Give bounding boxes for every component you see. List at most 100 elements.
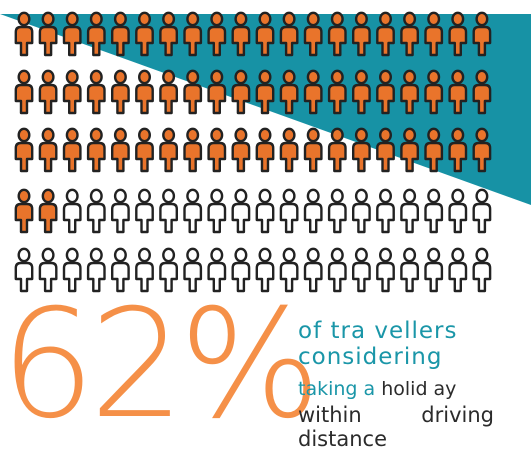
person-icon bbox=[159, 11, 178, 57]
person-icon bbox=[448, 127, 468, 173]
person-icon bbox=[327, 188, 347, 234]
person-icon bbox=[352, 247, 371, 293]
person-icon bbox=[279, 127, 299, 173]
person-icon bbox=[400, 69, 419, 115]
caption-line-3-teal: taking a bbox=[298, 378, 376, 400]
person-icon bbox=[159, 188, 178, 234]
person-icon bbox=[448, 247, 468, 293]
person-icon bbox=[279, 69, 299, 115]
person-icon bbox=[327, 247, 347, 293]
person-icon bbox=[62, 247, 82, 293]
person-icon bbox=[448, 69, 468, 115]
person-icon bbox=[279, 247, 299, 293]
caption-line-3: taking a holid ay bbox=[298, 378, 456, 400]
person-icon bbox=[303, 69, 323, 115]
person-icon bbox=[231, 11, 251, 57]
caption-line-1: of tra vellers bbox=[298, 318, 458, 344]
person-icon bbox=[62, 11, 82, 57]
person-icon bbox=[135, 127, 154, 173]
person-icon bbox=[207, 127, 227, 173]
person-icon bbox=[111, 247, 130, 293]
person-icon bbox=[352, 127, 371, 173]
person-icon bbox=[472, 69, 492, 115]
person-icon bbox=[400, 127, 419, 173]
person-icon bbox=[424, 69, 444, 115]
person-icon bbox=[62, 127, 82, 173]
person-icon bbox=[14, 247, 34, 293]
person-icon bbox=[376, 69, 395, 115]
caption-line-2: considering bbox=[298, 344, 443, 370]
person-icon bbox=[255, 127, 275, 173]
person-icon bbox=[86, 127, 106, 173]
person-icon bbox=[472, 11, 492, 57]
person-icon bbox=[376, 127, 395, 173]
person-icon bbox=[255, 69, 275, 115]
person-icon bbox=[327, 11, 347, 57]
person-icon bbox=[86, 69, 106, 115]
person-icon bbox=[14, 127, 34, 173]
person-icon bbox=[472, 247, 492, 293]
caption-line-3-dark: holid ay bbox=[381, 378, 457, 400]
person-icon bbox=[183, 69, 203, 115]
person-icon bbox=[303, 127, 323, 173]
person-icon bbox=[472, 188, 492, 234]
person-icon bbox=[255, 188, 275, 234]
person-icon bbox=[135, 69, 154, 115]
person-icon bbox=[279, 11, 299, 57]
person-icon bbox=[327, 127, 347, 173]
caption-line-5: distance bbox=[298, 427, 387, 451]
person-icon bbox=[327, 69, 347, 115]
person-icon bbox=[231, 127, 251, 173]
person-icon bbox=[424, 247, 444, 293]
person-icon bbox=[38, 127, 58, 173]
person-icon bbox=[279, 188, 299, 234]
person-icon bbox=[183, 247, 203, 293]
person-icon bbox=[111, 127, 130, 173]
person-icon bbox=[159, 127, 178, 173]
person-icon bbox=[183, 188, 203, 234]
person-icon bbox=[38, 11, 58, 57]
person-icon bbox=[400, 188, 419, 234]
person-icon bbox=[303, 11, 323, 57]
person-icon bbox=[255, 11, 275, 57]
person-icon bbox=[14, 188, 34, 234]
person-icon bbox=[472, 127, 492, 173]
person-icon bbox=[38, 69, 58, 115]
person-icon bbox=[207, 188, 227, 234]
person-icon bbox=[376, 247, 395, 293]
caption-line-4-right: driving bbox=[421, 403, 494, 427]
person-icon bbox=[376, 188, 395, 234]
person-icon bbox=[400, 11, 419, 57]
person-icon bbox=[14, 69, 34, 115]
person-icon bbox=[62, 188, 82, 234]
person-icon bbox=[111, 69, 130, 115]
person-icon bbox=[303, 247, 323, 293]
person-icon bbox=[86, 247, 106, 293]
people-grid bbox=[14, 11, 492, 293]
person-icon bbox=[38, 247, 58, 293]
percent-figure: 62% bbox=[0, 278, 321, 452]
person-icon bbox=[352, 188, 371, 234]
person-icon bbox=[111, 11, 130, 57]
person-icon bbox=[159, 247, 178, 293]
person-icon bbox=[86, 11, 106, 57]
person-icon bbox=[135, 247, 154, 293]
person-icon bbox=[424, 127, 444, 173]
person-icon bbox=[135, 11, 154, 57]
person-icon bbox=[352, 69, 371, 115]
person-icon bbox=[62, 69, 82, 115]
person-icon bbox=[448, 188, 468, 234]
person-icon bbox=[400, 247, 419, 293]
person-icon bbox=[135, 188, 154, 234]
person-icon bbox=[448, 11, 468, 57]
person-icon bbox=[424, 188, 444, 234]
caption-line-4: within driving bbox=[298, 403, 494, 427]
person-icon bbox=[376, 11, 395, 57]
person-icon bbox=[231, 69, 251, 115]
person-icon bbox=[303, 188, 323, 234]
person-icon bbox=[231, 247, 251, 293]
person-icon bbox=[231, 188, 251, 234]
person-icon bbox=[352, 11, 371, 57]
person-icon bbox=[207, 247, 227, 293]
